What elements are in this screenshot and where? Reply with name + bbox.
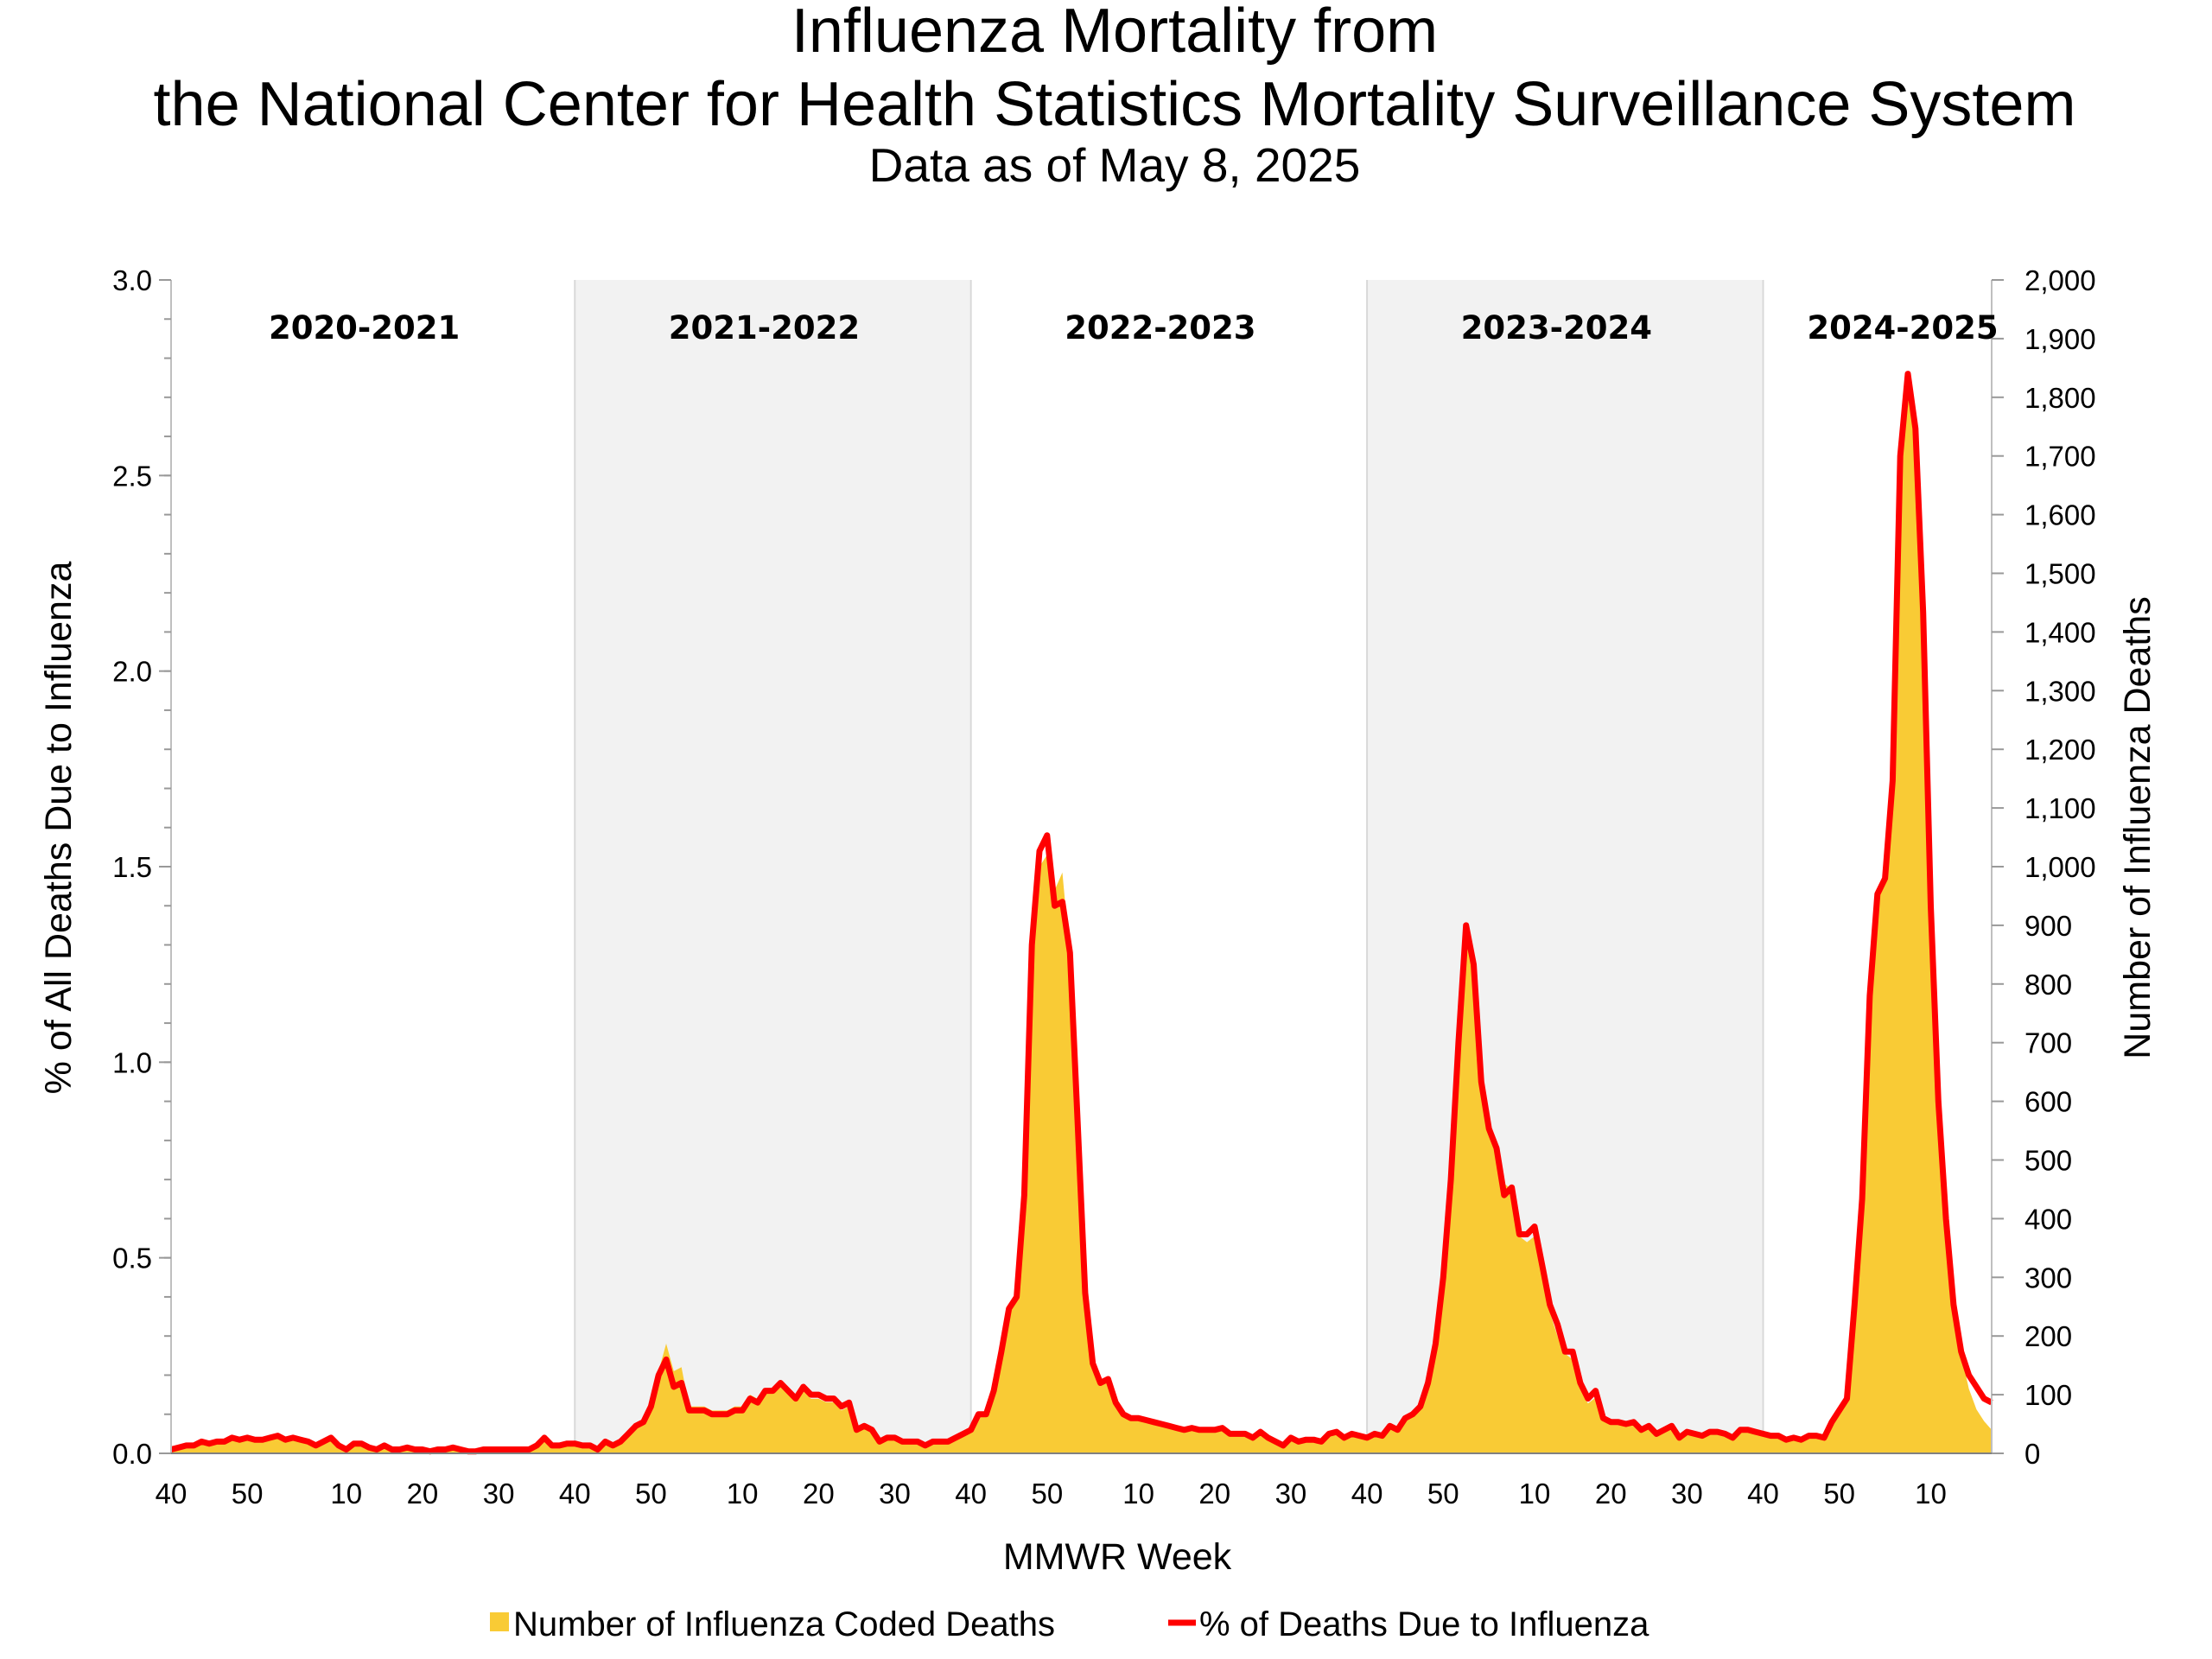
y-right-tick-label: 700 xyxy=(2024,1027,2072,1059)
season-label: 2022-2023 xyxy=(1065,309,1255,346)
legend-item-deaths: Number of Influenza Coded Deaths xyxy=(490,1605,1055,1643)
y-right-tick-label: 1,400 xyxy=(2024,616,2096,648)
pct-line-layer xyxy=(170,371,1993,1455)
y-right-tick-label: 1,100 xyxy=(2024,792,2096,824)
season-band-2021-2022 xyxy=(575,280,971,1453)
y-right-tick-label: 2,000 xyxy=(2024,264,2096,296)
x-axis-title: MMWR Week xyxy=(1003,1536,1232,1578)
y-right-tick-label: 300 xyxy=(2024,1262,2072,1294)
x-tick-label: 50 xyxy=(635,1478,667,1510)
legend-swatch-deaths xyxy=(490,1612,509,1631)
season-labels: 2020-2021 2021-2022 2022-2023 2023-2024 2024… xyxy=(269,309,1999,346)
season-bands xyxy=(574,280,1764,1453)
season-label: 2023-2024 xyxy=(1461,309,1652,346)
chart-title-line1: Influenza Mortality from xyxy=(791,0,1438,66)
y-left-tick-label: 3.0 xyxy=(112,264,152,296)
x-tick-label: 40 xyxy=(156,1478,188,1510)
y-left-tick-label: 0.0 xyxy=(112,1438,152,1470)
x-tick-label: 30 xyxy=(483,1478,515,1510)
season-label: 2024-2025 xyxy=(1807,309,1998,346)
y-right-tick-label: 1,900 xyxy=(2024,323,2096,355)
y-right-tick-label: 800 xyxy=(2024,969,2072,1001)
y-left-tick-label: 0.5 xyxy=(112,1243,152,1274)
legend-label-deaths: Number of Influenza Coded Deaths xyxy=(513,1605,1055,1643)
y-right-tick-label: 100 xyxy=(2024,1379,2072,1411)
x-tick-label: 50 xyxy=(232,1478,264,1510)
y-right-tick-label: 900 xyxy=(2024,910,2072,942)
y-right-tick-label: 400 xyxy=(2024,1203,2072,1235)
x-tick-label: 20 xyxy=(407,1478,439,1510)
season-label: 2021-2022 xyxy=(669,309,860,346)
y-right-tick-label: 1,500 xyxy=(2024,558,2096,590)
x-tick-label: 10 xyxy=(727,1478,759,1510)
y-left-tick-label: 1.5 xyxy=(112,851,152,883)
x-tick-label: 50 xyxy=(1823,1478,1855,1510)
y-left-tick-label: 2.5 xyxy=(112,460,152,492)
x-tick-label: 30 xyxy=(879,1478,911,1510)
y-axis-left-title: % of All Deaths Due to Influenza xyxy=(38,562,79,1095)
y-left-tick-label: 1.0 xyxy=(112,1046,152,1078)
y-right-tick-label: 1,000 xyxy=(2024,851,2096,883)
legend: Number of Influenza Coded Deaths % of De… xyxy=(490,1605,1649,1643)
chart-subtitle: Data as of May 8, 2025 xyxy=(869,138,1361,192)
chart-title-line2: the National Center for Health Statistic… xyxy=(154,70,2076,139)
x-tick-label: 40 xyxy=(955,1478,987,1510)
y-axis-right-title: Number of Influenza Deaths xyxy=(2117,596,2158,1058)
y-right-tick-label: 1,200 xyxy=(2024,734,2096,766)
season-band-2023-2024 xyxy=(1367,280,1764,1453)
legend-label-pct: % of Deaths Due to Influenza xyxy=(1199,1605,1649,1643)
x-tick-label: 10 xyxy=(1122,1478,1154,1510)
pct-line xyxy=(170,371,1993,1455)
x-tick-label: 20 xyxy=(1595,1478,1627,1510)
x-tick-label: 30 xyxy=(1671,1478,1703,1510)
x-tick-label: 20 xyxy=(1198,1478,1230,1510)
y-left-tick-label: 2.0 xyxy=(112,656,152,688)
y-right-tick-label: 200 xyxy=(2024,1320,2072,1352)
y-right-tick-label: 600 xyxy=(2024,1086,2072,1118)
y-right-tick-label: 1,800 xyxy=(2024,382,2096,414)
x-tick-label: 10 xyxy=(1519,1478,1551,1510)
x-tick-label: 10 xyxy=(1915,1478,1947,1510)
y-right-tick-label: 1,300 xyxy=(2024,675,2096,707)
x-tick-label: 40 xyxy=(1351,1478,1383,1510)
x-tick-label: 40 xyxy=(559,1478,591,1510)
x-tick-label: 30 xyxy=(1275,1478,1307,1510)
x-tick-label: 10 xyxy=(330,1478,362,1510)
y-right-tick-label: 500 xyxy=(2024,1145,2072,1177)
x-tick-label: 50 xyxy=(1427,1478,1459,1510)
season-label: 2020-2021 xyxy=(269,309,460,346)
x-tick-label: 40 xyxy=(1747,1478,1779,1510)
x-tick-label: 50 xyxy=(1031,1478,1063,1510)
y-right-tick-label: 1,600 xyxy=(2024,499,2096,531)
y-right-tick-label: 0 xyxy=(2024,1438,2040,1470)
x-tick-label: 20 xyxy=(803,1478,835,1510)
y-right-tick-label: 1,700 xyxy=(2024,441,2096,473)
axes: 0.0 0.5 1.0 1.5 2.0 2.5 3.0 0 100 200 300 400 500 600… xyxy=(112,264,2095,1510)
legend-item-pct: % of Deaths Due to Influenza xyxy=(1168,1605,1649,1643)
